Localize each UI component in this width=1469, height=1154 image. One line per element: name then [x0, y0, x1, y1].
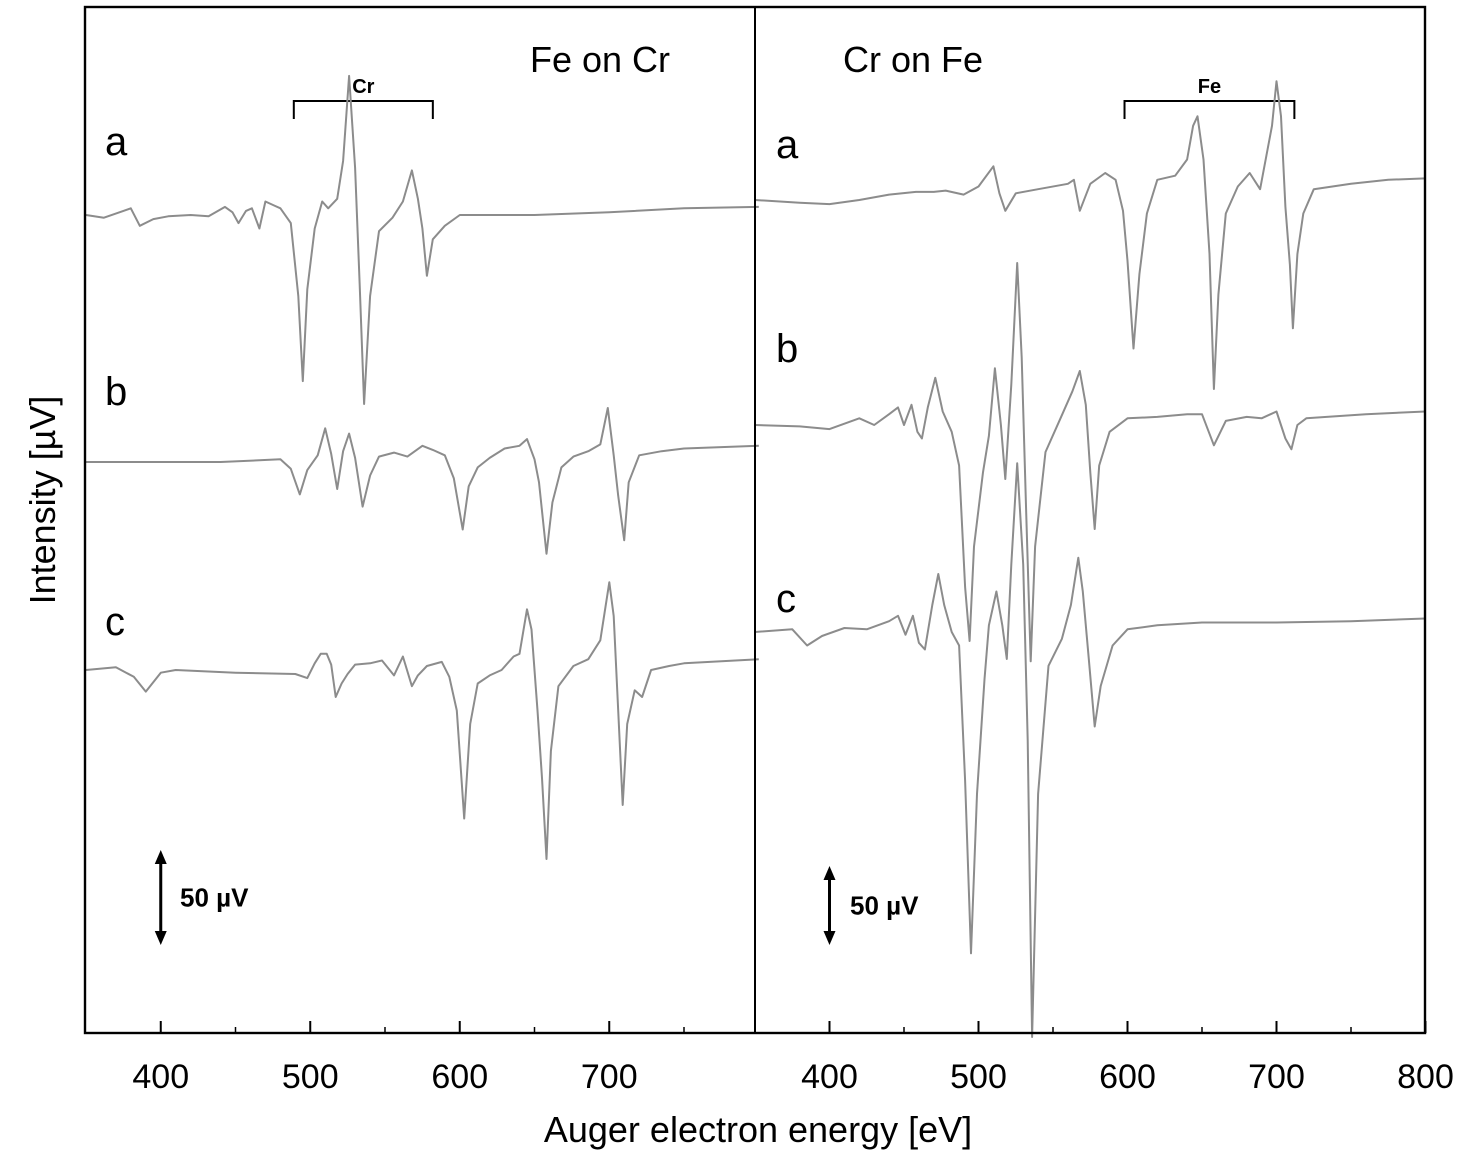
element-bracket-label-1: Fe — [1198, 76, 1221, 98]
scale-bar-arrow-top-1 — [823, 866, 836, 880]
element-bracket-1 — [1123, 100, 1296, 119]
series-label-1-a: a — [776, 123, 799, 167]
y-axis-label: Intensity [µV] — [22, 396, 63, 605]
x-tick-label-1-500: 500 — [950, 1058, 1007, 1096]
scale-bar-arrow-bottom-0 — [154, 931, 167, 945]
panels: Fe on Cr Cr 400 500 600 700 a b c 50 µV Cr on Fe Fe… — [85, 39, 1454, 1096]
series-line-0-b — [86, 407, 759, 555]
x-tick-label-1-600: 600 — [1099, 1058, 1156, 1096]
series-line-1-a — [754, 80, 1426, 390]
x-axis-label: Auger electron energy [eV] — [544, 1109, 972, 1150]
series-line-0-a — [85, 74, 759, 405]
panel-title-0: Fe on Cr — [530, 39, 670, 80]
x-tick-label-1-800: 800 — [1397, 1058, 1454, 1096]
series-label-0-b: b — [105, 370, 127, 414]
scale-bar-arrow-bottom-1 — [823, 931, 836, 945]
scale-bar-arrow-top-0 — [154, 850, 167, 864]
panel-title-1: Cr on Fe — [843, 39, 983, 80]
x-tick-label-0-700: 700 — [581, 1058, 638, 1096]
element-bracket-0 — [292, 100, 434, 119]
series-label-0-c: c — [105, 600, 125, 644]
series-label-1-c: c — [776, 577, 796, 621]
x-tick-label-1-400: 400 — [801, 1058, 858, 1096]
scale-bar-label-1: 50 µV — [850, 891, 919, 921]
x-tick-label-1-700: 700 — [1248, 1058, 1305, 1096]
x-tick-label-0-400: 400 — [132, 1058, 189, 1096]
series-label-0-a: a — [105, 120, 128, 164]
element-bracket-label-0: Cr — [352, 76, 374, 98]
series-line-1-b — [754, 262, 1426, 663]
scale-bar-label-0: 50 µV — [180, 883, 249, 913]
x-tick-label-0-600: 600 — [431, 1058, 488, 1096]
x-tick-label-0-500: 500 — [282, 1058, 339, 1096]
series-label-1-b: b — [776, 327, 798, 371]
series-line-0-c — [85, 581, 759, 860]
series-line-1-c — [754, 462, 1426, 1038]
